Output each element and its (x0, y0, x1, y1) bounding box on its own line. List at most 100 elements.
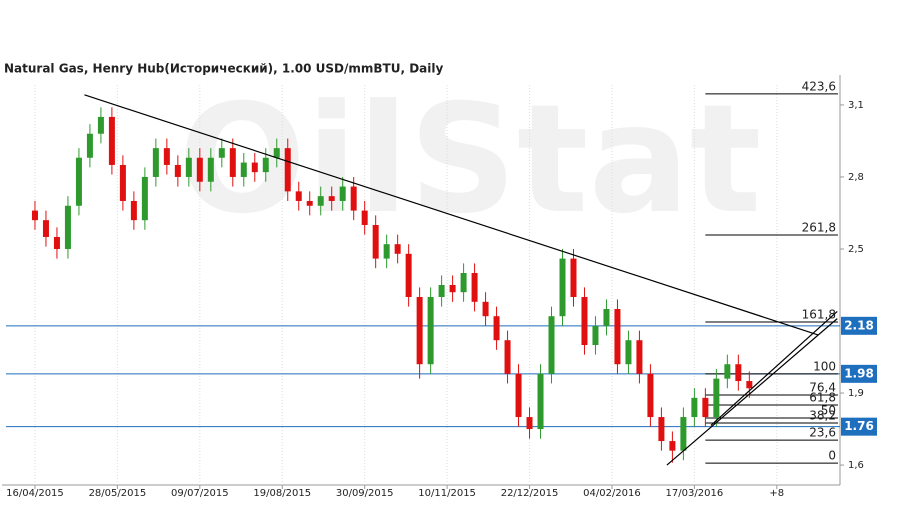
candle-body (262, 157, 269, 173)
candle-body (570, 258, 577, 298)
fib-label: 76,4 (809, 380, 836, 394)
x-tick-label: 04/02/2016 (583, 488, 641, 499)
candle-body (625, 340, 632, 365)
x-tick-label: +8 (769, 488, 784, 499)
x-tick-label: 10/11/2015 (418, 488, 476, 499)
candle-body (174, 164, 181, 177)
price-level-box (841, 417, 877, 436)
candle-body (350, 186, 357, 211)
candle-body (328, 196, 335, 201)
candle-body (229, 148, 236, 177)
candle-body (658, 417, 665, 442)
candle-body (141, 176, 148, 221)
candle-body (86, 133, 93, 158)
candle-body (515, 373, 522, 418)
price-level-box (841, 316, 877, 335)
candle-body (603, 309, 610, 326)
candle-body (383, 244, 390, 259)
candle-body (306, 200, 313, 206)
candle-body (449, 285, 456, 293)
candle-body (108, 116, 115, 165)
candle-body (504, 340, 511, 374)
candle-body (526, 417, 533, 430)
candle-body (295, 191, 302, 201)
candle-body (724, 364, 731, 379)
price-level-label: 1.76 (844, 419, 874, 433)
x-tick-label: 28/05/2015 (89, 488, 147, 499)
candle-body (548, 316, 555, 374)
price-level-box (841, 364, 877, 383)
candle-body (559, 258, 566, 317)
candle-body (372, 224, 379, 259)
y-tick-label: 1,6 (848, 460, 864, 471)
x-tick-label: 17/03/2016 (666, 488, 724, 499)
candle-body (42, 220, 49, 237)
candle-body (152, 148, 159, 177)
candle-body (240, 162, 247, 177)
fib-label: 423,6 (802, 79, 836, 93)
candle-body (493, 316, 500, 341)
price-level-label: 1.98 (844, 366, 874, 380)
price-level-label: 2.18 (844, 318, 874, 332)
y-tick-label: 2,8 (848, 172, 864, 183)
candle-body (284, 148, 291, 192)
candle-body (438, 285, 445, 298)
candle-body (482, 301, 489, 317)
fib-label: 161,8 (802, 307, 836, 321)
candle-body (702, 397, 709, 418)
x-tick-label: 09/07/2015 (171, 488, 229, 499)
x-tick-label: 22/12/2015 (501, 488, 559, 499)
candle-body (64, 205, 71, 249)
candle-body (31, 210, 38, 221)
candle-body (592, 325, 599, 346)
chart-title: Natural Gas, Henry Hub(Исторический), 1.… (4, 62, 444, 76)
fib-label: 0 (828, 449, 836, 463)
candle-body (460, 272, 467, 293)
candle-body (746, 381, 753, 389)
candle-body (196, 157, 203, 182)
candle-body (339, 186, 346, 201)
candle-body (427, 297, 434, 365)
candle-body (680, 417, 687, 451)
candle-body (185, 157, 192, 177)
fib-label: 38,2 (809, 409, 836, 423)
y-tick-label: 2,5 (848, 244, 864, 255)
candle-body (614, 309, 621, 365)
fib-label: 50 (821, 404, 836, 418)
candle-body (273, 148, 280, 158)
y-tick-label: 3,1 (848, 100, 864, 111)
fib-label: 61,8 (809, 391, 836, 405)
trendline (710, 310, 838, 426)
candle-body (669, 441, 676, 451)
candle-body (394, 244, 401, 254)
candle-body (647, 373, 654, 418)
candle-body (691, 397, 698, 418)
candle-body (537, 373, 544, 430)
candle-body (97, 116, 104, 134)
candle-body (416, 297, 423, 365)
candle-body (53, 236, 60, 249)
candle-body (636, 340, 643, 374)
fib-label: 100 (813, 359, 836, 373)
candle-body (119, 164, 126, 201)
candle-body (713, 378, 720, 418)
x-tick-label: 16/04/2015 (6, 488, 64, 499)
candle-body (735, 364, 742, 382)
candle-body (471, 272, 478, 302)
x-tick-label: 19/08/2015 (253, 488, 311, 499)
candle-body (75, 157, 82, 206)
candle-body (130, 200, 137, 221)
candle-body (251, 162, 258, 173)
y-tick-label: 1,9 (848, 388, 864, 399)
x-tick-label: 30/09/2015 (336, 488, 394, 499)
candle-body (218, 148, 225, 158)
trendline (666, 318, 838, 466)
candle-body (405, 253, 412, 298)
candle-body (317, 196, 324, 206)
candle-body (581, 297, 588, 346)
candle-body (163, 148, 170, 165)
fib-label: 261,8 (802, 221, 836, 235)
candle-body (361, 210, 368, 225)
fib-label: 23,6 (809, 426, 836, 440)
trendline (84, 94, 819, 336)
